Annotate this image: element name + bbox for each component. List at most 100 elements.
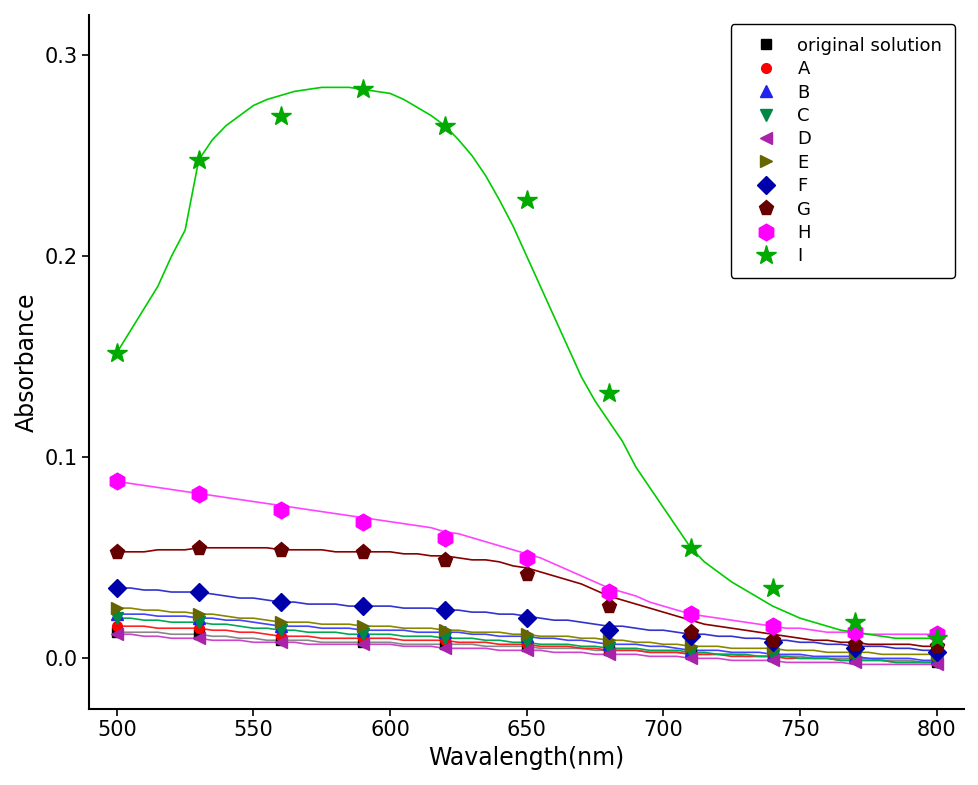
original solution xyxy=(357,637,369,647)
I xyxy=(766,583,778,593)
original solution xyxy=(275,636,287,645)
F xyxy=(111,583,122,593)
H xyxy=(275,505,287,514)
D xyxy=(520,645,532,655)
H xyxy=(602,587,614,597)
Line: A: A xyxy=(111,622,941,667)
B xyxy=(685,645,696,655)
D xyxy=(930,659,942,669)
C xyxy=(930,658,942,667)
E xyxy=(520,630,532,639)
Line: G: G xyxy=(110,540,944,654)
F xyxy=(766,637,778,647)
E xyxy=(602,636,614,645)
D xyxy=(357,640,369,649)
G xyxy=(766,636,778,645)
E xyxy=(193,609,204,619)
original solution xyxy=(930,658,942,667)
A xyxy=(766,652,778,661)
C xyxy=(111,613,122,623)
G xyxy=(602,601,614,611)
B xyxy=(520,632,532,641)
A xyxy=(438,636,450,645)
D xyxy=(685,654,696,663)
X-axis label: Wavalength(nm): Wavalength(nm) xyxy=(428,746,624,770)
I xyxy=(111,348,122,357)
C xyxy=(438,633,450,643)
original solution xyxy=(685,650,696,659)
B xyxy=(438,627,450,637)
A xyxy=(275,632,287,641)
F xyxy=(275,597,287,607)
D xyxy=(193,633,204,643)
F xyxy=(438,605,450,615)
E xyxy=(438,626,450,635)
C xyxy=(193,618,204,627)
C xyxy=(520,637,532,647)
C xyxy=(685,648,696,657)
B xyxy=(848,652,860,661)
B xyxy=(602,640,614,649)
E xyxy=(111,604,122,613)
Line: E: E xyxy=(111,602,942,661)
C xyxy=(275,626,287,635)
F xyxy=(357,601,369,611)
H xyxy=(193,489,204,498)
G xyxy=(685,627,696,637)
C xyxy=(357,630,369,639)
I xyxy=(848,618,860,627)
Line: B: B xyxy=(111,608,942,665)
I xyxy=(930,633,942,643)
G xyxy=(930,641,942,651)
E xyxy=(357,622,369,631)
F xyxy=(685,632,696,641)
Line: F: F xyxy=(111,582,942,659)
original solution xyxy=(520,641,532,651)
E xyxy=(275,618,287,627)
original solution xyxy=(438,640,450,649)
A xyxy=(357,633,369,643)
C xyxy=(602,644,614,653)
F xyxy=(520,613,532,623)
original solution xyxy=(111,627,122,637)
B xyxy=(111,609,122,619)
A xyxy=(193,623,204,633)
G xyxy=(193,543,204,553)
I xyxy=(685,543,696,553)
original solution xyxy=(848,654,860,663)
A xyxy=(930,658,942,667)
H xyxy=(438,533,450,542)
H xyxy=(848,627,860,637)
C xyxy=(848,654,860,663)
G xyxy=(275,545,287,554)
original solution xyxy=(602,645,614,655)
G xyxy=(357,547,369,557)
A xyxy=(520,640,532,649)
I xyxy=(357,85,369,94)
original solution xyxy=(193,630,204,639)
I xyxy=(520,195,532,205)
Y-axis label: Absorbance: Absorbance xyxy=(15,292,39,432)
H xyxy=(111,476,122,486)
C xyxy=(766,652,778,661)
Line: D: D xyxy=(111,628,942,670)
F xyxy=(848,644,860,653)
H xyxy=(930,630,942,639)
E xyxy=(930,650,942,659)
Line: C: C xyxy=(111,612,942,669)
I xyxy=(602,389,614,398)
E xyxy=(685,641,696,651)
B xyxy=(930,654,942,663)
B xyxy=(357,626,369,635)
Legend: original solution, A, B, C, D, E, F, G, H, I: original solution, A, B, C, D, E, F, G, … xyxy=(730,24,954,278)
G xyxy=(520,569,532,579)
F xyxy=(602,626,614,635)
D xyxy=(275,637,287,647)
A xyxy=(848,654,860,663)
D xyxy=(766,655,778,665)
H xyxy=(766,622,778,631)
B xyxy=(275,622,287,631)
E xyxy=(848,648,860,657)
H xyxy=(357,517,369,527)
B xyxy=(766,650,778,659)
